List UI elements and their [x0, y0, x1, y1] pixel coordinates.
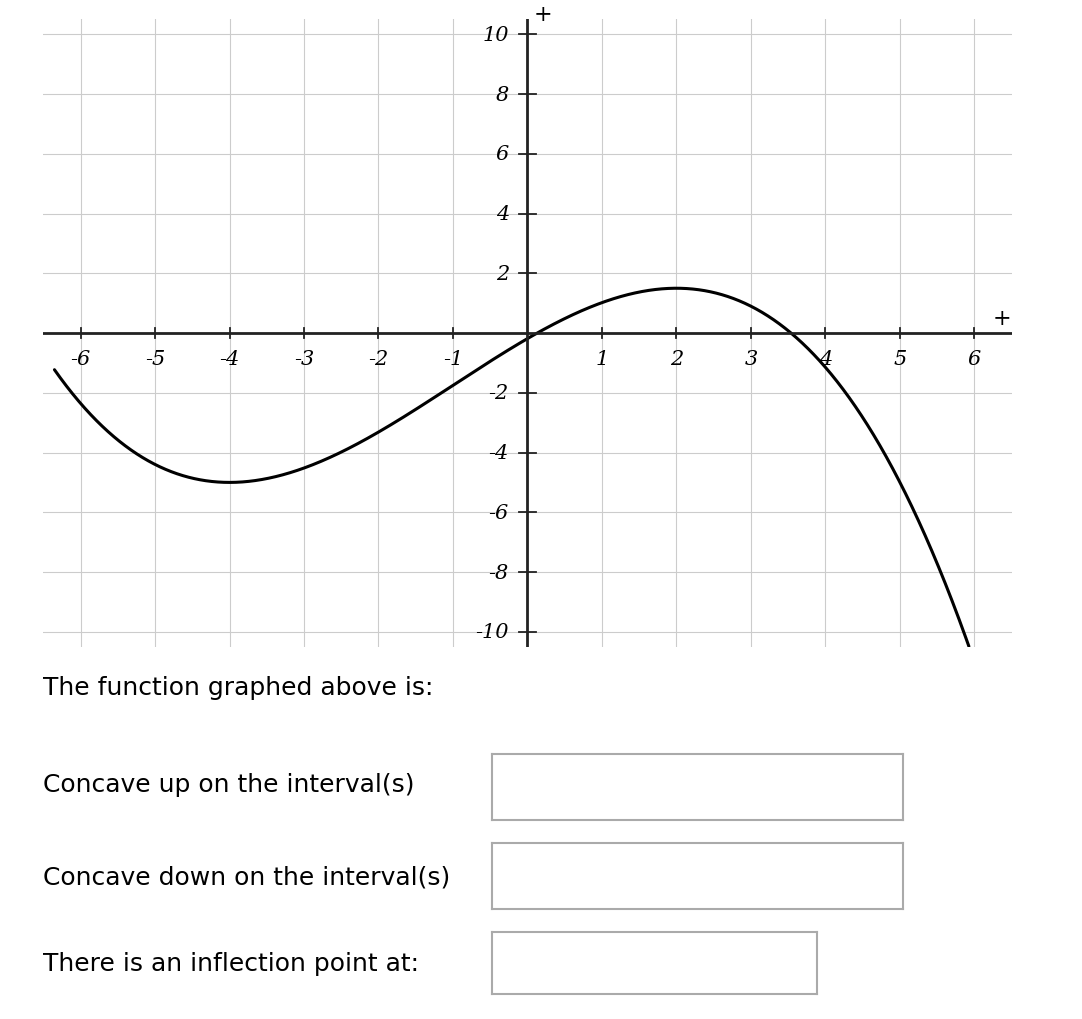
Text: 8: 8	[496, 86, 509, 105]
Text: 3: 3	[744, 351, 757, 369]
Text: 6: 6	[496, 145, 509, 164]
Text: 2: 2	[496, 265, 509, 283]
Text: 1: 1	[595, 351, 608, 369]
Text: 5: 5	[894, 351, 907, 369]
Text: There is an inflection point at:: There is an inflection point at:	[43, 951, 420, 975]
Text: 2: 2	[670, 351, 683, 369]
Text: -5: -5	[145, 351, 166, 369]
Text: -4: -4	[220, 351, 239, 369]
Text: -6: -6	[70, 351, 91, 369]
Text: -2: -2	[368, 351, 388, 369]
Text: 4: 4	[819, 351, 832, 369]
Text: -2: -2	[489, 384, 509, 403]
Text: -10: -10	[475, 623, 509, 642]
Text: Concave up on the interval(s): Concave up on the interval(s)	[43, 772, 414, 797]
Text: Concave down on the interval(s): Concave down on the interval(s)	[43, 864, 450, 889]
Text: +: +	[533, 4, 552, 26]
Text: -8: -8	[489, 562, 509, 582]
Text: +: +	[993, 308, 1012, 329]
Text: 10: 10	[483, 25, 509, 45]
Text: -1: -1	[443, 351, 463, 369]
Text: 4: 4	[496, 205, 509, 224]
Text: The function graphed above is:: The function graphed above is:	[43, 676, 434, 700]
Text: -3: -3	[294, 351, 314, 369]
Text: 6: 6	[967, 351, 981, 369]
Text: -6: -6	[489, 503, 509, 523]
Text: -4: -4	[489, 443, 509, 463]
